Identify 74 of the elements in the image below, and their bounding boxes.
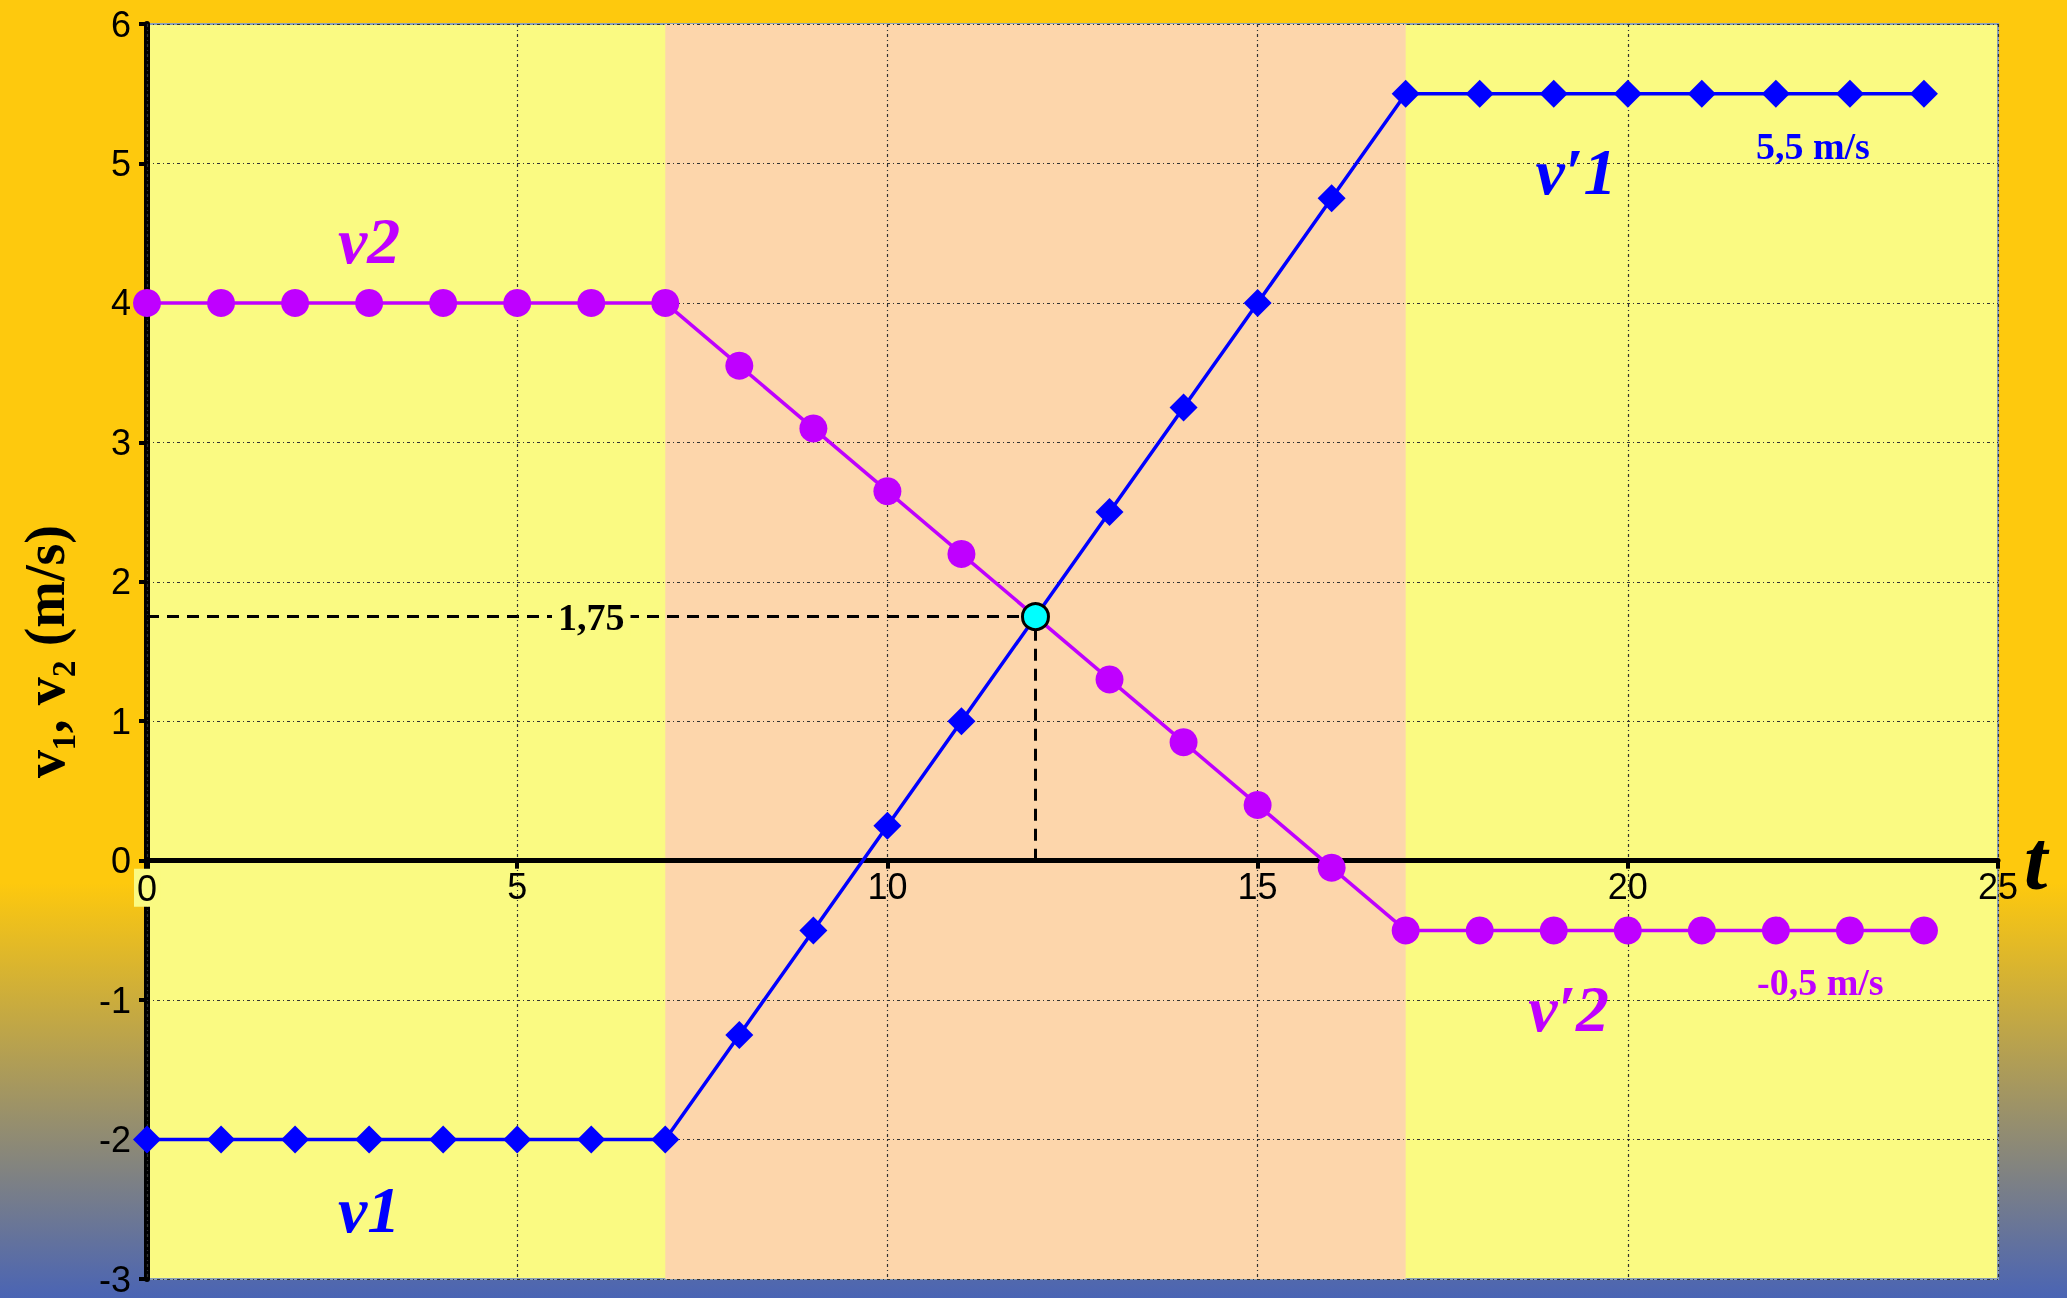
series-label: v2 <box>337 204 401 278</box>
point <box>947 707 976 736</box>
point <box>1095 498 1124 527</box>
point <box>577 1125 606 1154</box>
point <box>799 916 828 945</box>
point <box>577 288 606 317</box>
point <box>1169 728 1198 757</box>
point <box>1391 79 1420 108</box>
y-tick-label: 2 <box>110 561 131 603</box>
point <box>1909 79 1938 108</box>
point <box>1317 184 1346 213</box>
point <box>429 1125 458 1154</box>
point <box>1761 916 1790 945</box>
annotation: v′2 <box>1528 971 1609 1045</box>
point <box>1169 393 1198 422</box>
point <box>355 1125 384 1154</box>
point <box>1243 288 1272 317</box>
series-label: v1 <box>337 1173 401 1247</box>
y-tick-label: -3 <box>98 1258 131 1298</box>
x-tick-label: 0 <box>136 868 158 910</box>
annotation: 5,5 m/s <box>1755 124 1870 167</box>
x-tick-label: 20 <box>1607 866 1648 908</box>
point <box>1465 916 1494 945</box>
x-axis-title: t <box>2024 814 2050 908</box>
y-tick-label: 4 <box>110 282 131 324</box>
y-axis-title: v₁, v₂ (m/s) <box>14 525 77 778</box>
point <box>207 1125 236 1154</box>
point <box>1761 79 1790 108</box>
y-tick-label: -1 <box>98 979 131 1021</box>
x-tick-label: 5 <box>507 866 528 908</box>
x-tick-label: 15 <box>1237 866 1278 908</box>
point <box>799 414 828 443</box>
point <box>947 539 976 568</box>
point <box>873 811 902 840</box>
point <box>1835 79 1864 108</box>
x-tick-label: 25 <box>1977 866 2019 908</box>
point <box>1909 916 1938 945</box>
point <box>355 288 384 317</box>
y-tick-label: 1 <box>110 700 131 742</box>
point <box>1835 916 1864 945</box>
point <box>651 1125 680 1154</box>
point <box>1391 916 1420 945</box>
point <box>1539 79 1568 108</box>
point <box>503 1125 532 1154</box>
ref-line-label: 1,75 <box>557 595 625 638</box>
annotation: v′1 <box>1535 135 1617 209</box>
point <box>1687 79 1716 108</box>
point <box>1021 602 1050 632</box>
point <box>1243 790 1272 819</box>
point <box>725 351 754 380</box>
y-tick-label: 5 <box>110 142 131 184</box>
point <box>133 288 161 317</box>
point <box>1539 916 1568 945</box>
point <box>1613 916 1642 945</box>
point <box>1465 79 1494 108</box>
y-tick-label: 6 <box>110 3 131 45</box>
point <box>651 288 680 317</box>
y-tick-label: 3 <box>110 421 131 463</box>
y-tick-label: -2 <box>98 1119 131 1161</box>
point <box>133 1125 161 1154</box>
point <box>429 288 458 317</box>
point <box>281 1125 310 1154</box>
point <box>281 288 310 317</box>
point <box>873 477 902 506</box>
point <box>1317 853 1346 882</box>
point <box>1613 79 1642 108</box>
annotation: -0,5 m/s <box>1756 961 1884 1004</box>
point <box>1687 916 1716 945</box>
point <box>503 288 532 317</box>
x-tick-label: 10 <box>867 866 908 908</box>
point <box>725 1020 754 1049</box>
point <box>207 288 236 317</box>
y-tick-label: 0 <box>110 840 131 882</box>
point <box>1095 665 1124 694</box>
